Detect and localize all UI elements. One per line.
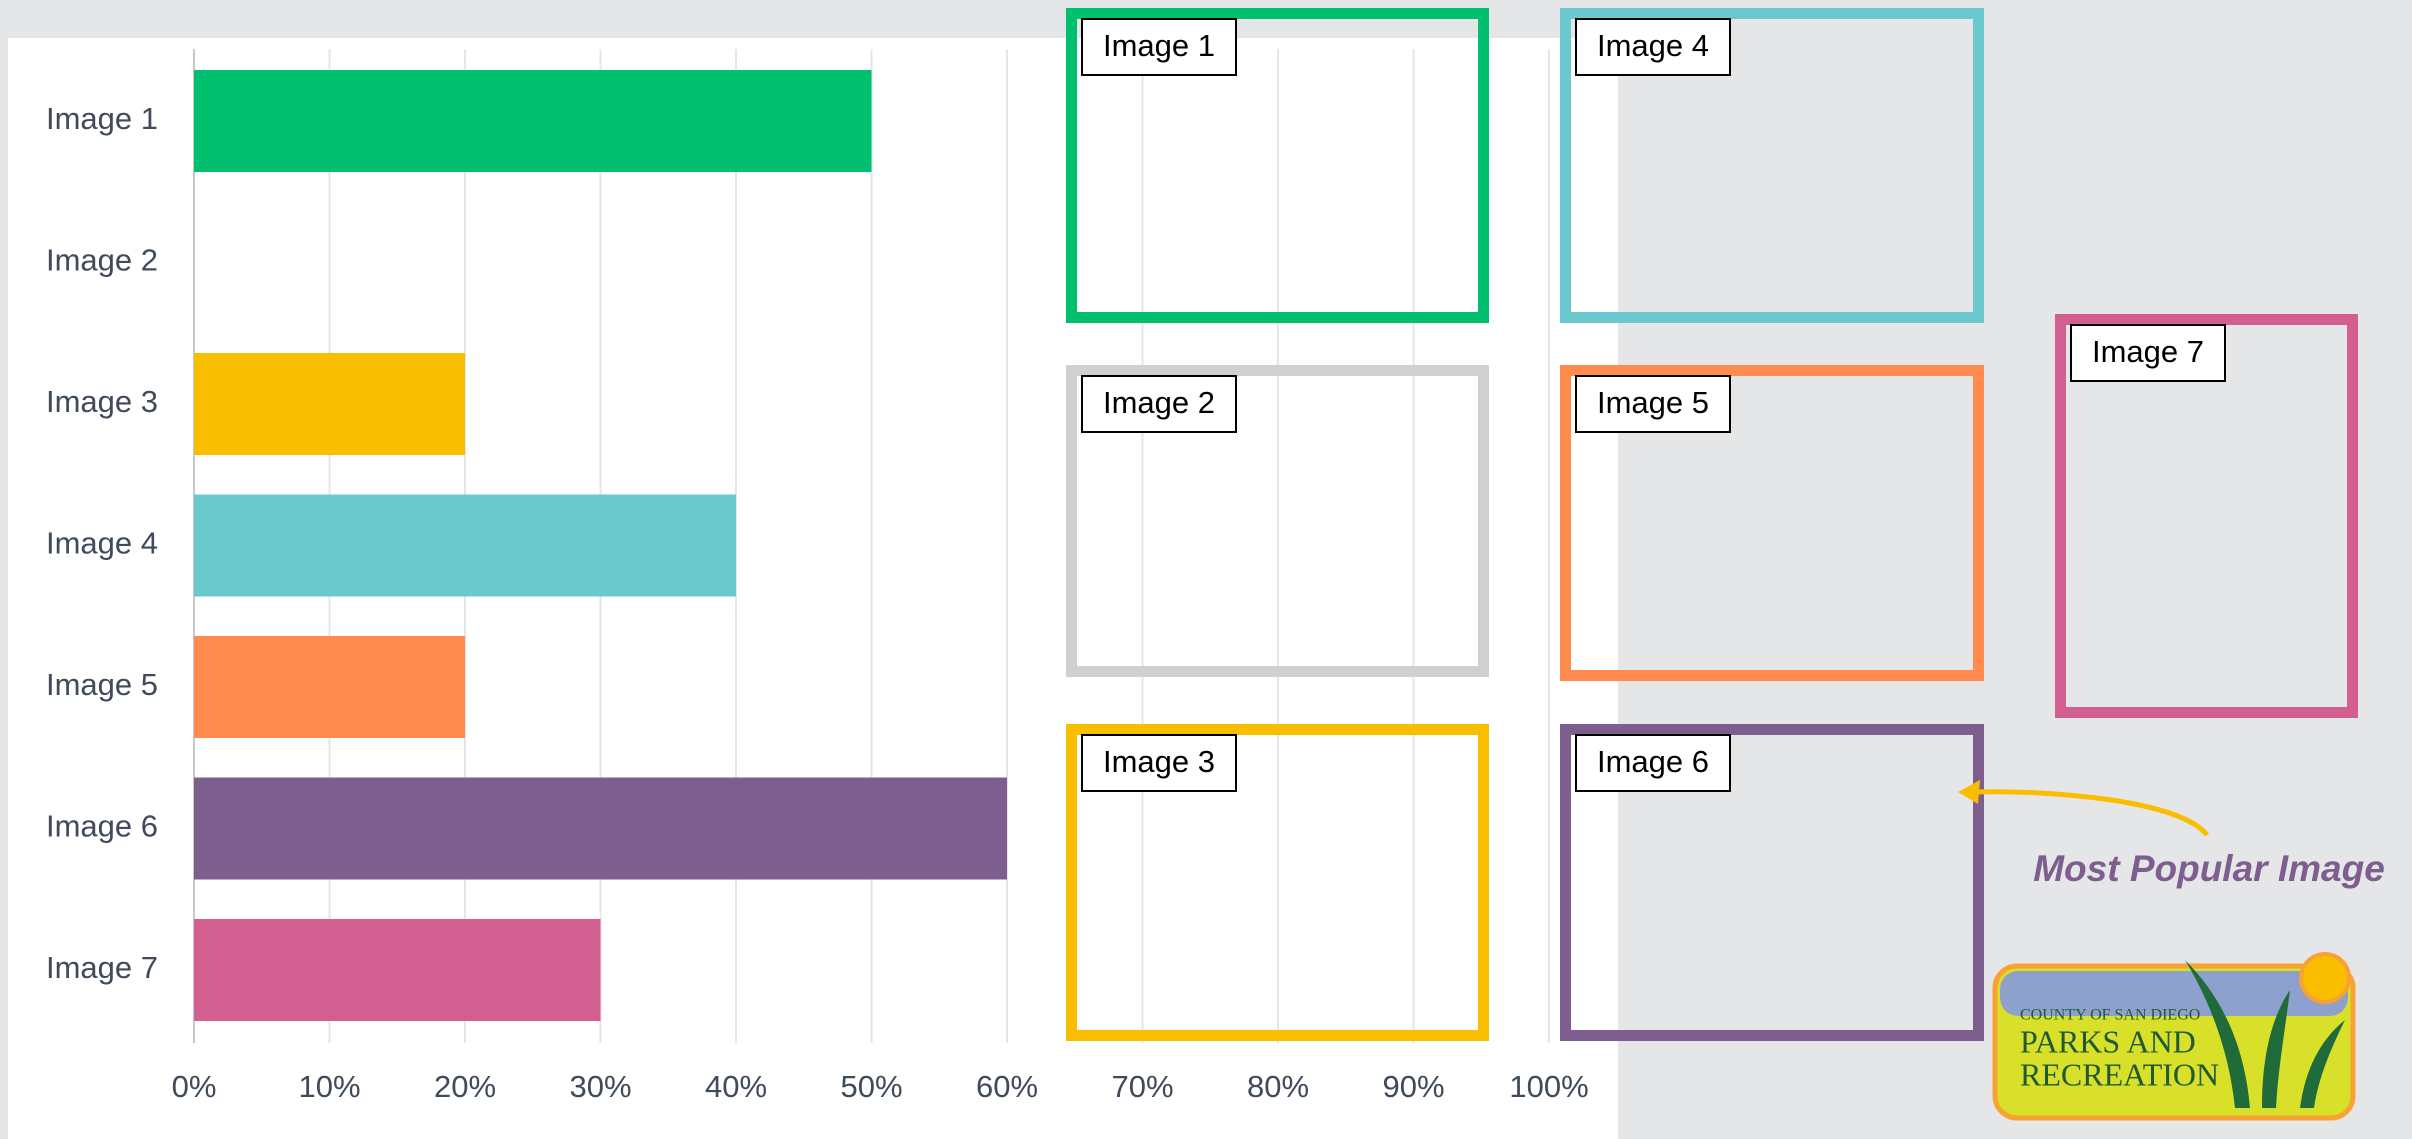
x-tick-label: 50% (840, 1069, 902, 1104)
x-tick-label: 0% (172, 1069, 217, 1104)
logo-text: RECREATION (2020, 1056, 2219, 1092)
slide: 0% 10% 20% 30% 40% 50% 60% 70% 80% 90% 100% Image 1… (0, 0, 2412, 1139)
bar (194, 919, 601, 1021)
x-tick-label: 20% (434, 1069, 496, 1104)
x-tick-label: 40% (705, 1069, 767, 1104)
image-label: Image 4 (1597, 28, 1709, 63)
y-tick-label: Image 3 (46, 384, 158, 419)
x-tick-label: 80% (1247, 1069, 1309, 1104)
logo-text: COUNTY OF SAN DIEGO (2020, 1007, 2200, 1024)
image-label: Image 3 (1103, 744, 1215, 779)
y-tick-label: Image 7 (46, 950, 158, 985)
image-label: Image 5 (1597, 385, 1709, 420)
bar (194, 353, 465, 455)
x-tick-label: 90% (1382, 1069, 1444, 1104)
image-label: Image 1 (1103, 28, 1215, 63)
image-label: Image 7 (2092, 334, 2204, 369)
x-tick-label: 10% (298, 1069, 360, 1104)
bar (194, 70, 872, 172)
logo-sun (2301, 954, 2349, 1002)
image-label: Image 2 (1103, 385, 1215, 420)
y-tick-label: Image 6 (46, 809, 158, 844)
y-tick-label: Image 1 (46, 101, 158, 136)
x-tick-label: 60% (976, 1069, 1038, 1104)
logo-text: PARKS AND (2020, 1023, 2196, 1059)
y-tick-label: Image 5 (46, 667, 158, 702)
bar (194, 636, 465, 738)
image-label: Image 6 (1597, 744, 1709, 779)
x-tick-label: 70% (1111, 1069, 1173, 1104)
x-tick-label: 30% (569, 1069, 631, 1104)
bar (194, 495, 736, 597)
bar (194, 778, 1007, 880)
annotation: Most Popular Image (2033, 848, 2385, 889)
x-tick-label: 100% (1509, 1069, 1588, 1104)
y-tick-label: Image 2 (46, 243, 158, 278)
y-tick-label: Image 4 (46, 526, 158, 561)
